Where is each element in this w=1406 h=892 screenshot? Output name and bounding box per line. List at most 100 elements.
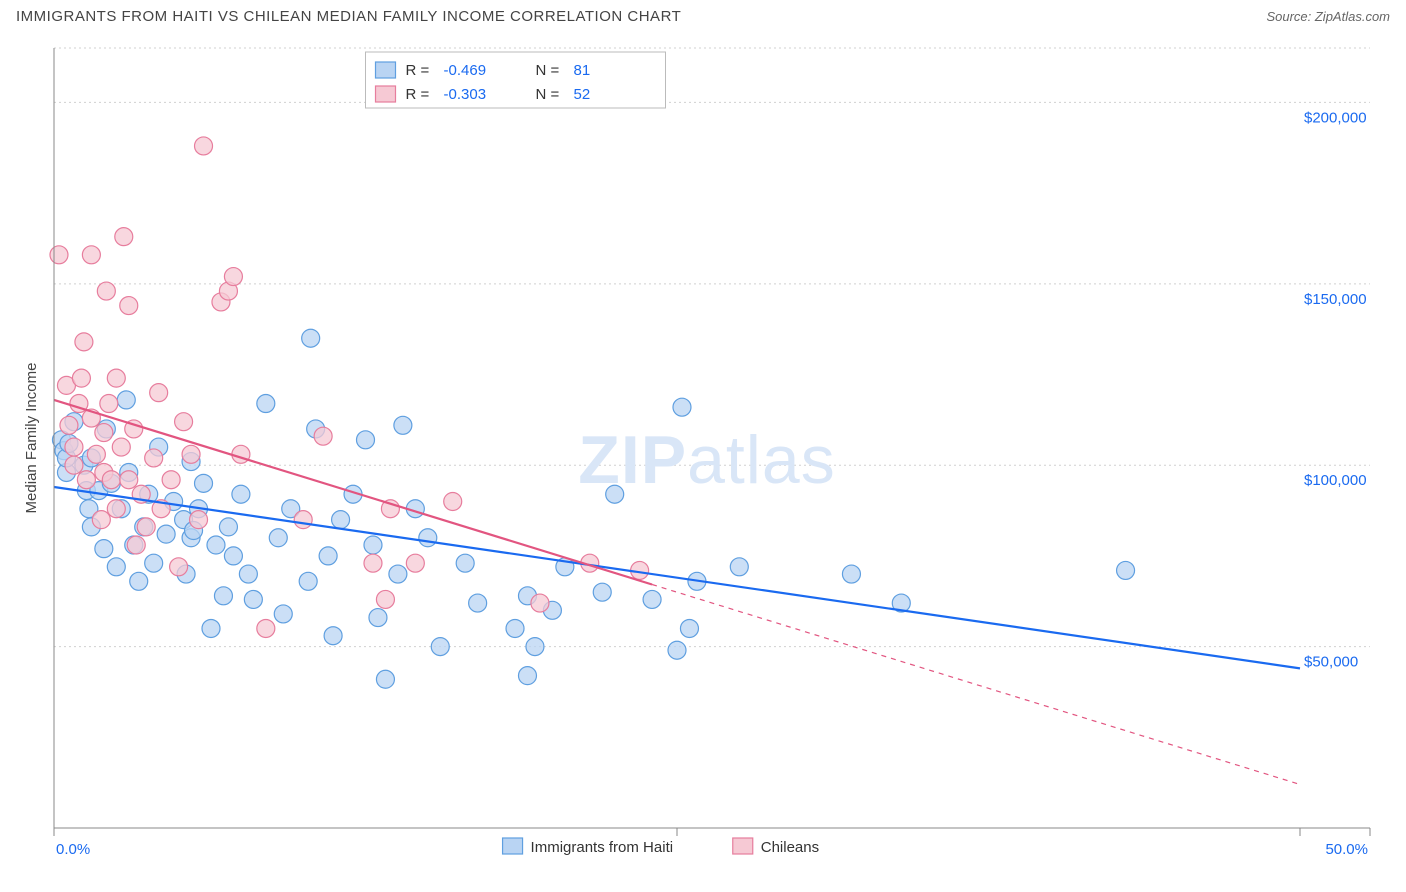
x-tick-label: 50.0% [1325, 841, 1368, 858]
scatter-point [214, 587, 232, 605]
scatter-point [112, 438, 130, 456]
scatter-point [120, 297, 138, 315]
trend-line-dashed [652, 584, 1300, 784]
scatter-point [127, 536, 145, 554]
scatter-point [117, 391, 135, 409]
scatter-point [72, 369, 90, 387]
scatter-point [87, 445, 105, 463]
scatter-point [369, 609, 387, 627]
chart-area: $50,000$100,000$150,000$200,000ZIPatlas0… [16, 38, 1390, 876]
scatter-point [150, 384, 168, 402]
scatter-point [95, 540, 113, 558]
legend-label: Chileans [761, 839, 819, 856]
scatter-point [77, 471, 95, 489]
y-tick-label: $50,000 [1304, 654, 1358, 671]
scatter-point [269, 529, 287, 547]
chart-title: IMMIGRANTS FROM HAITI VS CHILEAN MEDIAN … [16, 8, 681, 25]
scatter-point [364, 536, 382, 554]
y-tick-label: $200,000 [1304, 109, 1367, 126]
scatter-point [182, 445, 200, 463]
scatter-point [419, 529, 437, 547]
scatter-point [207, 536, 225, 554]
scatter-point [357, 431, 375, 449]
scatter-point [239, 565, 257, 583]
legend-swatch [376, 86, 396, 102]
legend-n-value: 81 [574, 62, 591, 79]
scatter-point [643, 590, 661, 608]
legend-r-label: R = [406, 62, 430, 79]
scatter-point [130, 572, 148, 590]
y-tick-label: $150,000 [1304, 291, 1367, 308]
scatter-point [606, 485, 624, 503]
scatter-point [195, 137, 213, 155]
scatter-point [526, 638, 544, 656]
scatter-point [389, 565, 407, 583]
legend-r-value: -0.303 [444, 86, 487, 103]
legend-r-label: R = [406, 86, 430, 103]
y-tick-label: $100,000 [1304, 472, 1367, 489]
scatter-point [668, 641, 686, 659]
scatter-point [107, 369, 125, 387]
scatter-point [195, 474, 213, 492]
y-axis-label: Median Family Income [23, 363, 40, 514]
scatter-point [673, 398, 691, 416]
scatter-point [190, 511, 208, 529]
scatter-point [170, 558, 188, 576]
legend-swatch [376, 62, 396, 78]
scatter-point [224, 268, 242, 286]
scatter-point [456, 554, 474, 572]
scatter-point [107, 558, 125, 576]
scatter-point [224, 547, 242, 565]
source-label: Source: ZipAtlas.com [1266, 9, 1390, 24]
scatter-point [50, 246, 68, 264]
legend-swatch [503, 838, 523, 854]
scatter-point [97, 282, 115, 300]
scatter-point [324, 627, 342, 645]
scatter-point [137, 518, 155, 536]
legend-swatch [733, 838, 753, 854]
scatter-point [469, 594, 487, 612]
scatter-point [518, 667, 536, 685]
legend-n-value: 52 [574, 86, 591, 103]
scatter-point [332, 511, 350, 529]
scatter-point [314, 427, 332, 445]
scatter-point [145, 449, 163, 467]
scatter-point [75, 333, 93, 351]
scatter-point [162, 471, 180, 489]
scatter-point [102, 471, 120, 489]
scatter-point [680, 619, 698, 637]
scatter-point [1117, 561, 1135, 579]
scatter-point [145, 554, 163, 572]
legend-r-value: -0.469 [444, 62, 487, 79]
scatter-point [431, 638, 449, 656]
scatter-point [65, 438, 83, 456]
scatter-point [157, 525, 175, 543]
x-tick-label: 0.0% [56, 841, 90, 858]
scatter-point [100, 395, 118, 413]
legend-n-label: N = [536, 62, 560, 79]
scatter-point [593, 583, 611, 601]
scatter-point [299, 572, 317, 590]
scatter-point [364, 554, 382, 572]
scatter-point [376, 670, 394, 688]
scatter-point [319, 547, 337, 565]
scatter-point [60, 416, 78, 434]
scatter-point [202, 619, 220, 637]
scatter-point [394, 416, 412, 434]
scatter-point [244, 590, 262, 608]
legend-label: Immigrants from Haiti [531, 839, 674, 856]
scatter-point [115, 228, 133, 246]
scatter-point [175, 413, 193, 431]
scatter-point [95, 424, 113, 442]
scatter-point [294, 511, 312, 529]
scatter-point [82, 246, 100, 264]
scatter-point [92, 511, 110, 529]
scatter-point [506, 619, 524, 637]
scatter-point [219, 518, 237, 536]
scatter-point [376, 590, 394, 608]
scatter-point [842, 565, 860, 583]
scatter-point [107, 500, 125, 518]
legend-n-label: N = [536, 86, 560, 103]
scatter-point [406, 554, 424, 572]
scatter-point [531, 594, 549, 612]
